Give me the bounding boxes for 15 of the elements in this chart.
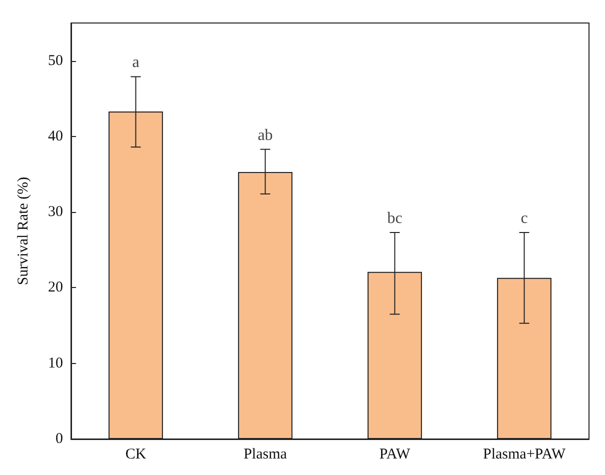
- x-tick-label: Plasma: [244, 446, 288, 462]
- y-tick-label: 30: [48, 204, 63, 220]
- y-tick-label: 20: [48, 280, 63, 296]
- annotation: bc: [387, 210, 402, 228]
- y-tick-label: 50: [48, 52, 63, 69]
- annotation: c: [520, 210, 528, 228]
- y-tick-label: 0: [56, 431, 63, 447]
- x-tick-label: PAW: [379, 446, 411, 462]
- annotation: a: [132, 54, 140, 72]
- y-axis-title: Survival Rate (%): [16, 176, 32, 286]
- x-tick-label: CK: [125, 446, 146, 462]
- y-tick-label: 40: [48, 128, 63, 144]
- x-tick-label: Plasma+PAW: [482, 446, 566, 462]
- annotation: ab: [258, 126, 273, 144]
- y-tick-label: 10: [48, 355, 63, 372]
